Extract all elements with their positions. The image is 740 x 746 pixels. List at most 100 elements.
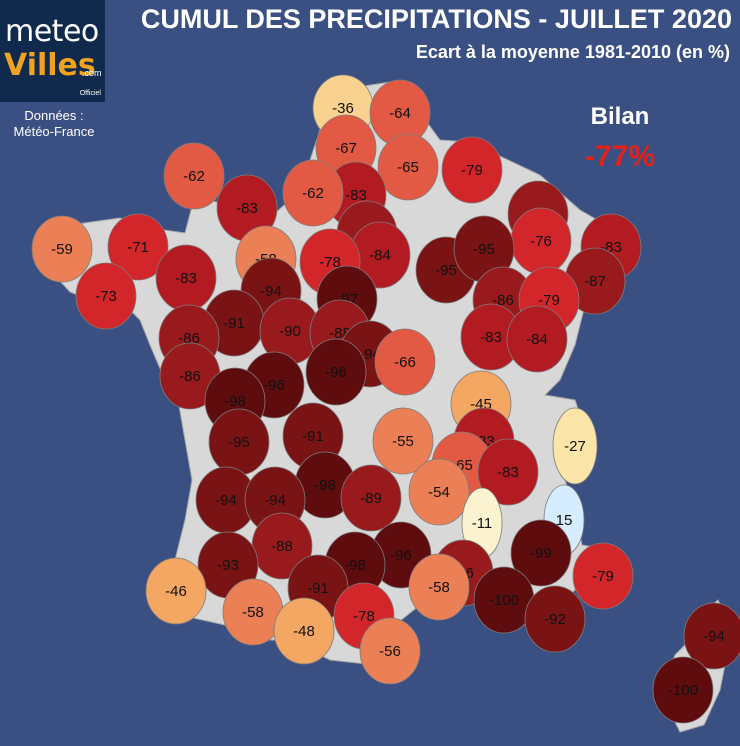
department-marker: -83 <box>216 174 278 242</box>
department-value: -94 <box>215 492 237 509</box>
logo-word-meteo: meteo <box>5 14 99 49</box>
department-value: -86 <box>179 368 201 385</box>
department-marker: -96 <box>305 338 367 406</box>
summary-label: Bilan <box>590 103 650 130</box>
department-value: -11 <box>472 515 493 532</box>
department-bubble <box>572 542 634 610</box>
department-bubble <box>552 407 598 485</box>
department-bubble <box>683 602 740 670</box>
summary-value: -77% <box>584 140 656 173</box>
department-marker: -95 <box>453 215 515 283</box>
department-bubble <box>408 553 470 621</box>
department-marker: -46 <box>145 557 207 625</box>
department-bubble <box>372 407 434 475</box>
source-name: Météo-France <box>13 124 95 139</box>
department-marker: -84 <box>349 221 411 289</box>
department-value: -58 <box>242 604 264 621</box>
department-marker: -62 <box>282 159 344 227</box>
logo-word-villes: Villes <box>4 48 96 83</box>
department-marker: -88 <box>251 512 313 580</box>
department-marker: -62 <box>163 142 225 210</box>
department-bubble <box>524 585 586 653</box>
department-value: -94 <box>260 283 282 300</box>
department-value: -96 <box>263 377 285 394</box>
department-value: -59 <box>51 241 73 258</box>
department-bubble <box>408 458 470 526</box>
department-marker: -66 <box>374 328 436 396</box>
department-value: -94 <box>264 492 286 509</box>
department-marker: -99 <box>510 519 572 587</box>
department-marker: -55 <box>372 407 434 475</box>
department-value: -91 <box>302 428 324 445</box>
department-marker: -73 <box>75 262 137 330</box>
department-marker: -27 <box>552 407 598 485</box>
department-marker: -100 <box>473 566 535 634</box>
department-bubble <box>107 213 169 281</box>
department-marker: -94 <box>683 602 740 670</box>
department-value: -94 <box>703 628 725 645</box>
department-marker: -58 <box>408 553 470 621</box>
department-marker: -71 <box>107 213 169 281</box>
department-marker: -79 <box>441 136 503 204</box>
department-value: -83 <box>236 200 258 217</box>
department-value: -96 <box>390 547 412 564</box>
department-value: -84 <box>369 247 391 264</box>
department-marker: -56 <box>359 617 421 685</box>
department-value: 15 <box>556 512 573 529</box>
department-value: -83 <box>497 464 519 481</box>
department-value: -83 <box>345 187 367 204</box>
department-value: -56 <box>379 643 401 660</box>
department-value: -88 <box>271 538 293 555</box>
department-value: -92 <box>544 611 566 628</box>
department-value: -66 <box>394 354 416 371</box>
department-bubble <box>506 305 568 373</box>
department-marker: -79 <box>572 542 634 610</box>
department-value: -76 <box>530 233 552 250</box>
department-value: -71 <box>127 239 149 256</box>
department-bubble <box>477 438 539 506</box>
department-value: -100 <box>668 682 698 699</box>
department-value: -54 <box>428 484 450 501</box>
department-value: -46 <box>165 583 187 600</box>
department-value: -87 <box>584 273 606 290</box>
department-value: -83 <box>480 329 502 346</box>
logo-suffix: .com <box>82 68 102 78</box>
department-value: -91 <box>307 580 329 597</box>
department-marker: -87 <box>564 247 626 315</box>
department-marker: -84 <box>506 305 568 373</box>
map-title: CUMUL DES PRECIPITATIONS - JUILLET 2020 <box>140 4 732 34</box>
map-subtitle: Ecart à la moyenne 1981-2010 (en %) <box>415 42 730 62</box>
department-bubble <box>163 142 225 210</box>
department-value: -79 <box>461 162 483 179</box>
department-bubble <box>652 656 714 724</box>
department-marker: -65 <box>377 133 439 201</box>
department-marker: -59 <box>31 215 93 283</box>
department-bubble <box>359 617 421 685</box>
department-bubble <box>273 597 335 665</box>
department-value: -89 <box>360 490 382 507</box>
department-value: -95 <box>228 434 250 451</box>
department-bubble <box>374 328 436 396</box>
department-value: -79 <box>538 292 560 309</box>
department-value: -36 <box>332 100 354 117</box>
department-value: -90 <box>279 323 301 340</box>
department-value: -98 <box>314 477 336 494</box>
department-value: -84 <box>526 331 548 348</box>
department-value: -91 <box>223 315 245 332</box>
department-marker: -95 <box>208 408 270 476</box>
department-value: -100 <box>489 592 519 609</box>
department-bubble <box>282 159 344 227</box>
department-value: -79 <box>592 568 614 585</box>
department-marker: -54 <box>408 458 470 526</box>
department-value: -62 <box>302 185 324 202</box>
department-value: -78 <box>319 254 341 271</box>
department-value: -96 <box>325 364 347 381</box>
department-value: -78 <box>353 608 375 625</box>
department-bubble <box>75 262 137 330</box>
department-value: -73 <box>95 288 117 305</box>
department-bubble <box>510 519 572 587</box>
department-bubble <box>305 338 367 406</box>
department-marker: -89 <box>340 464 402 532</box>
logo-tag: Officiel <box>79 90 101 97</box>
